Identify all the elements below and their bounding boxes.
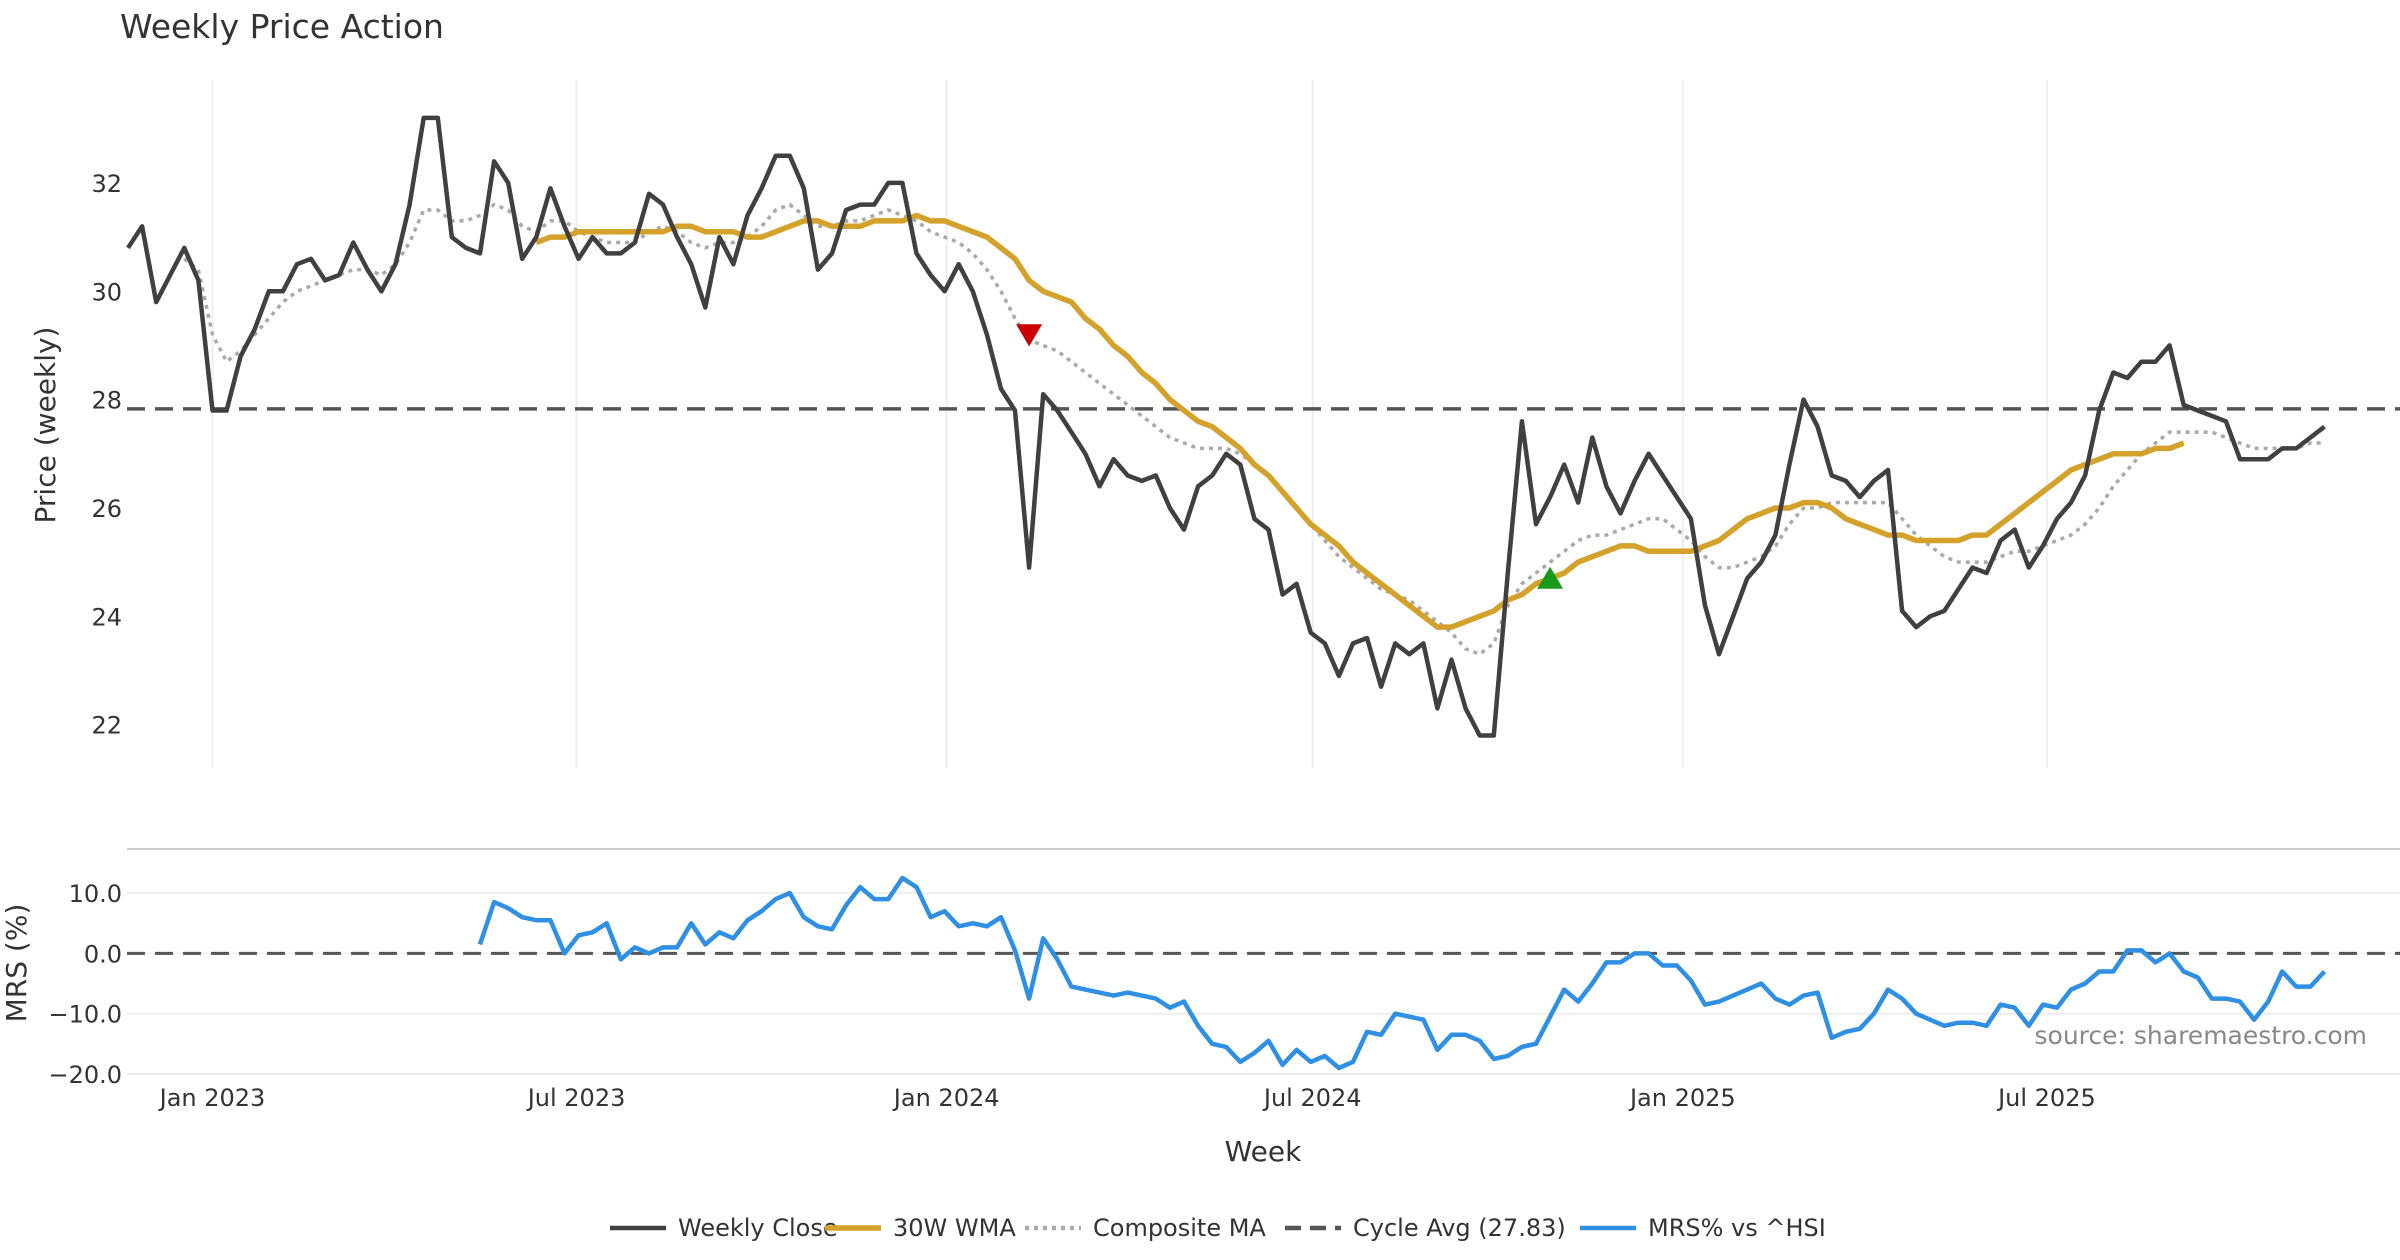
chart-title: Weekly Price Action	[120, 7, 444, 46]
x-tick-label: Jul 2023	[526, 1084, 626, 1112]
series-composite-ma	[183, 202, 2325, 656]
price-y-tick: 30	[91, 278, 122, 306]
x-tick-label: Jul 2025	[1996, 1084, 2096, 1112]
price-y-ticks: 22 24 26 28 30 32	[91, 170, 122, 740]
price-y-tick: 28	[91, 387, 122, 415]
legend: Weekly Close 30W WMA Composite MA Cycle Avg…	[610, 1214, 1826, 1242]
x-tick-label: Jul 2024	[1262, 1084, 1362, 1112]
legend-label: Composite MA	[1093, 1214, 1266, 1242]
mrs-y-tick: −20.0	[48, 1061, 122, 1089]
signal-markers	[1016, 324, 1564, 589]
x-axis-label: Week	[1225, 1135, 1302, 1168]
price-y-axis-label: Price (weekly)	[29, 327, 62, 524]
mrs-y-tick: −10.0	[48, 1001, 122, 1029]
price-y-tick: 22	[91, 712, 122, 740]
x-tick-label: Jan 2025	[1628, 1084, 1736, 1112]
price-y-tick: 24	[91, 603, 122, 631]
buy-signal-marker	[1537, 566, 1564, 589]
legend-label: Weekly Close	[678, 1214, 838, 1242]
mrs-y-axis-label: MRS (%)	[0, 904, 33, 1023]
weekly-close-layer	[126, 115, 2326, 738]
mrs-y-tick: 10.0	[69, 880, 122, 908]
price-grid	[211, 80, 2048, 768]
source-annotation: source: sharemaestro.com	[2035, 1021, 2368, 1050]
legend-label: 30W WMA	[893, 1214, 1016, 1242]
series-mrs-vs-hsi	[477, 875, 2327, 1071]
series-weekly-close	[126, 115, 2326, 738]
x-tick-label: Jan 2024	[892, 1084, 1000, 1112]
wma-layer	[535, 212, 2185, 630]
price-y-tick: 26	[91, 495, 122, 523]
legend-label: Cycle Avg (27.83)	[1353, 1214, 1566, 1242]
mrs-y-tick: 0.0	[84, 940, 122, 968]
x-tick-label: Jan 2023	[158, 1084, 266, 1112]
series-30w-wma	[535, 212, 2185, 630]
sell-signal-marker	[1016, 324, 1043, 347]
mrs-layer	[477, 875, 2327, 1071]
x-ticks: Jan 2023 Jul 2023 Jan 2024 Jul 2024 Jan 2025…	[158, 1084, 2096, 1112]
price-y-tick: 32	[91, 170, 122, 198]
composite-ma-layer	[183, 202, 2325, 656]
mrs-y-ticks: 10.0 0.0 −10.0 −20.0	[48, 880, 122, 1089]
legend-label: MRS% vs ^HSI	[1648, 1214, 1826, 1242]
